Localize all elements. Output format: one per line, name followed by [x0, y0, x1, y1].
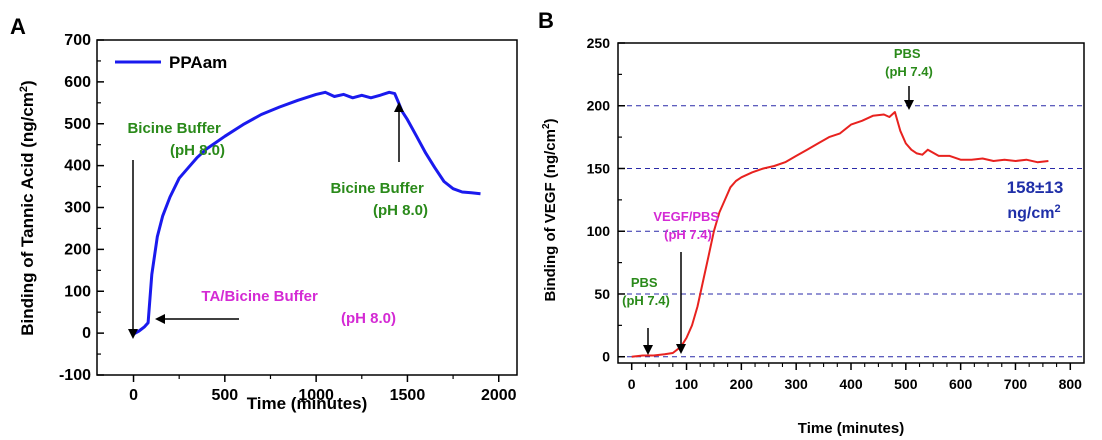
panel-a-chart: A -100 0 100 200 300 400 500 600 700 0 500 1000 150…	[10, 14, 518, 413]
panel-b-x-tick-label: 400	[839, 376, 863, 392]
panel-a-y-tick-label: 400	[64, 158, 91, 175]
panel-b-y-tick-label: 0	[602, 349, 610, 365]
panel-a-plot-frame	[96, 39, 518, 376]
panel-a-annotation-bicine-1: Bicine Buffer (pH 8.0)	[127, 120, 225, 159]
panel-b-x-tick-label: 0	[628, 376, 636, 392]
panel-b-annotation-vegf-pbs: VEGF/PBS (pH 7.4)	[653, 209, 722, 242]
panel-a-y-tick-label: 700	[64, 32, 91, 49]
panel-a-y-tick-label: 300	[64, 200, 91, 217]
panel-b-y-axis-label: Binding of VEGF (ng/cm2)	[541, 118, 559, 301]
panel-a-y-ticks: -100 0 100 200 300 400 500 600 700	[59, 32, 104, 384]
panel-a-letter: A	[10, 14, 26, 39]
panel-a-y-tick-label: 200	[64, 241, 91, 258]
panel-b-y-tick-label: 150	[587, 160, 611, 176]
panel-b-x-tick-label: 300	[784, 376, 808, 392]
panel-a-ppaam-series-line	[132, 90, 481, 336]
panel-b-x-tick-label: 100	[675, 376, 699, 392]
panel-a-y-tick-label: 100	[64, 283, 91, 300]
panel-a-y-tick-label: -100	[59, 367, 91, 384]
panel-b-x-tick-label: 200	[730, 376, 754, 392]
panel-b-x-tick-label: 500	[894, 376, 918, 392]
panel-b-gridlines	[618, 105, 1084, 358]
panel-a-x-tick-label: 2000	[481, 387, 517, 404]
panel-a-y-tick-label: 0	[82, 325, 91, 342]
panel-a-annotation-ta-bicine: TA/Bicine Buffer (pH 8.0)	[201, 288, 396, 327]
panel-b-y-tick-label: 200	[587, 98, 611, 114]
panel-a-y-tick-label: 500	[64, 116, 91, 133]
panel-b-y-tick-label: 100	[587, 223, 611, 239]
panel-a-x-ticks: 0 500 1000 1500 2000	[129, 375, 517, 404]
panel-a-x-tick-label: 500	[211, 387, 238, 404]
panel-b-x-tick-label: 700	[1004, 376, 1028, 392]
panel-b-annotation-pbs-1: PBS (pH 7.4)	[622, 275, 670, 308]
panel-b-vegf-series-line	[631, 111, 1049, 358]
panel-b-y-ticks: 0 50 100 150 200 250	[587, 35, 625, 365]
panel-a-x-axis-label: Time (minutes)	[247, 394, 368, 413]
panel-b-x-ticks: 0 100 200 300 400 500 600 700 800	[628, 363, 1082, 392]
panel-b-letter: B	[538, 8, 554, 33]
panel-a-x-tick-label: 1500	[390, 387, 426, 404]
panel-b-value-unit: ng/cm2	[1007, 203, 1060, 222]
panel-a-x-tick-label: 1000	[298, 387, 334, 404]
panel-b-annotation-pbs-2: PBS (pH 7.4)	[885, 46, 933, 79]
panel-a-legend-label: PPAam	[169, 53, 227, 72]
panel-b-x-tick-label: 800	[1059, 376, 1083, 392]
panel-a-y-axis-label: Binding of Tannic Acid (ng/cm2)	[18, 80, 37, 335]
panel-a-annotation-bicine-2: Bicine Buffer (pH 8.0)	[330, 180, 428, 219]
panel-b-y-tick-label: 250	[587, 35, 611, 51]
panel-b-value-label: 158±13	[1007, 178, 1064, 197]
panel-b-x-tick-label: 600	[949, 376, 973, 392]
panel-b-x-axis-label: Time (minutes)	[798, 420, 904, 437]
panel-b-y-tick-label: 50	[594, 286, 610, 302]
panel-b-plot-frame	[617, 42, 1085, 364]
panel-a-x-tick-label: 0	[129, 387, 138, 404]
panel-a-y-tick-label: 600	[64, 74, 91, 91]
panel-b-chart: B 0 50 100 150 200 250 0 100 200 300 400 500 600 700…	[538, 8, 1085, 437]
